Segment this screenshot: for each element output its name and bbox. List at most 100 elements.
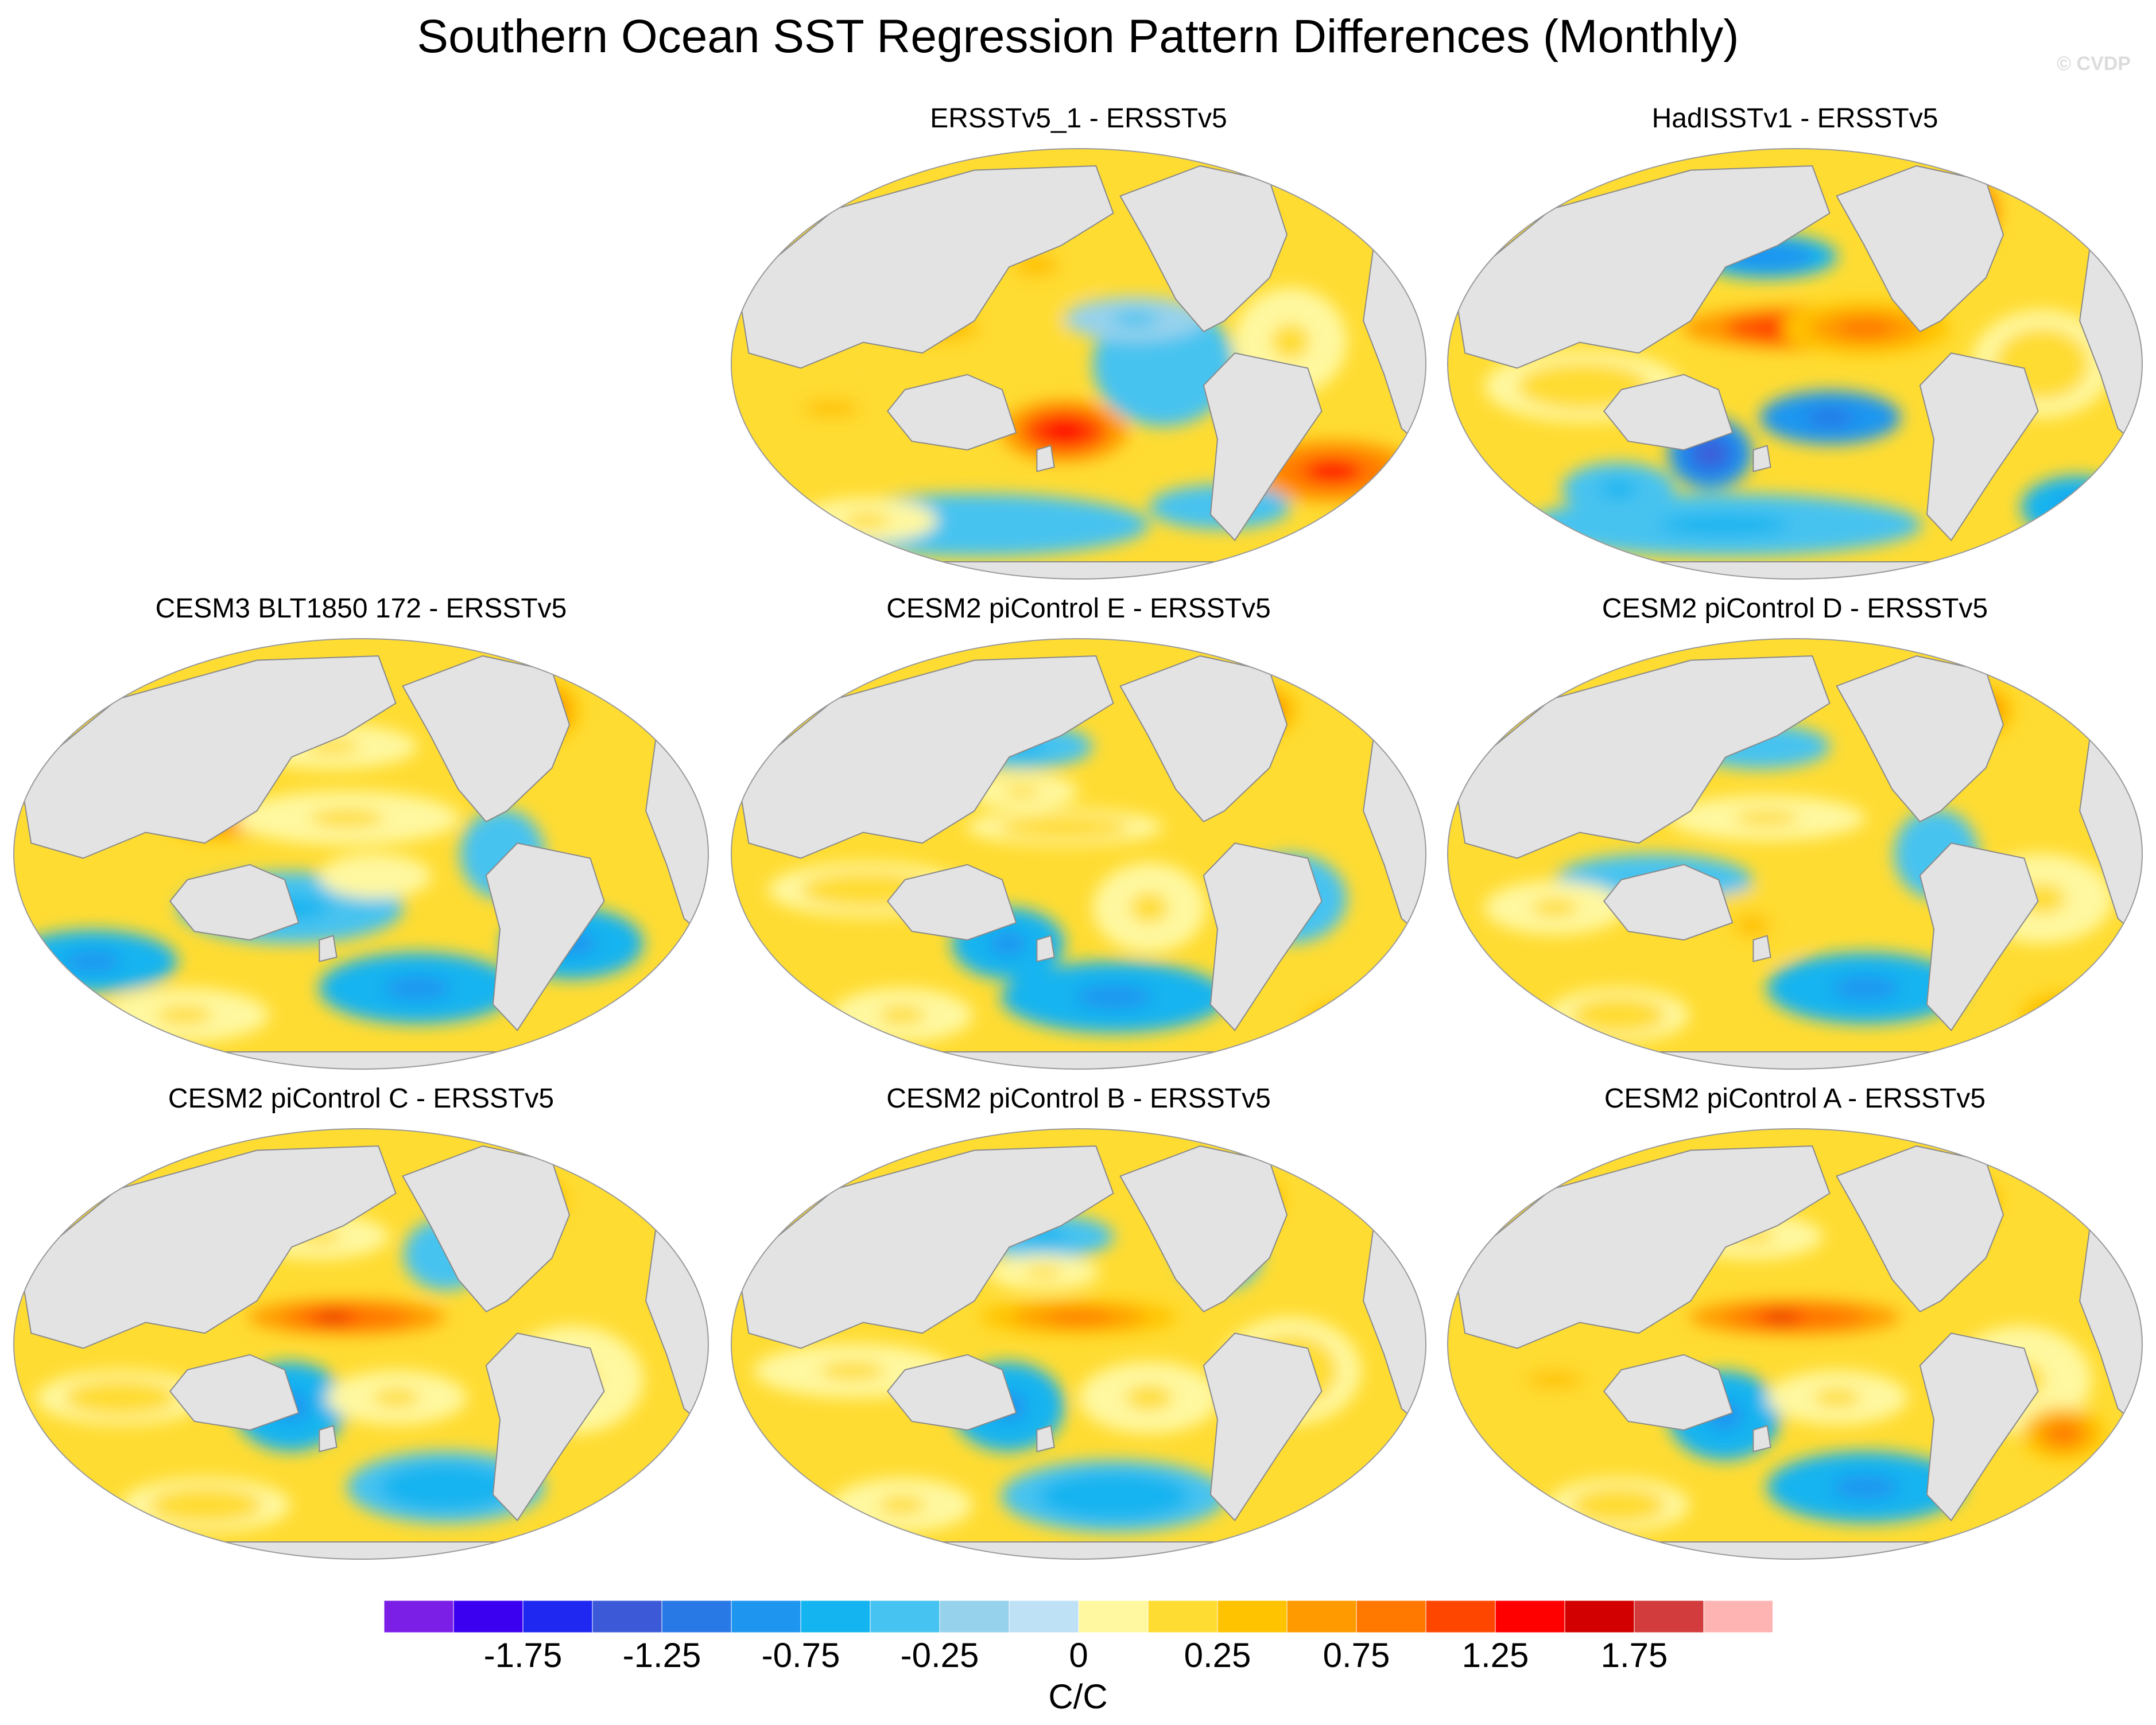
- panel-title: HadISSTv1 - ERSSTv5: [1651, 103, 1938, 134]
- anomaly-region: [1111, 312, 1159, 327]
- map-panel-4: CESM2 piControl E - ERSSTv5: [726, 592, 1432, 1080]
- anomaly-region: [1766, 1313, 1795, 1321]
- land-mass: [1448, 561, 2142, 579]
- map-plot: [1447, 1128, 2143, 1560]
- land-mass: [1603, 864, 1734, 941]
- land-mass: [1919, 842, 2039, 1032]
- land-mass: [1300, 1136, 1358, 1177]
- anomaly-region: [1734, 810, 1800, 826]
- colorbar-swatch: [592, 1600, 662, 1633]
- land-mass: [1036, 1425, 1055, 1452]
- land-mass: [169, 864, 300, 941]
- anomaly-region: [1599, 480, 1638, 499]
- map-panel-5: CESM2 piControl D - ERSSTv5: [1442, 592, 2148, 1080]
- panel-title: CESM2 piControl E - ERSSTv5: [886, 593, 1271, 624]
- anomaly-region: [1332, 1016, 1361, 1032]
- map-panel-2: HadISSTv1 - ERSSTv5: [1442, 102, 2148, 590]
- anomaly-region: [177, 1496, 234, 1514]
- land-mass: [731, 1541, 1426, 1559]
- map-border: [1447, 638, 2143, 1070]
- map-panel-1: ERSSTv5_1 - ERSSTv5: [726, 102, 1432, 590]
- panel-title: CESM2 piControl D - ERSSTv5: [1602, 593, 1988, 624]
- land-mass: [582, 646, 640, 687]
- anomaly-region: [878, 1496, 926, 1514]
- land-mass: [14, 1051, 708, 1069]
- anomaly-region: [1304, 1001, 1390, 1047]
- panel-title: CESM2 piControl A - ERSSTv5: [1604, 1083, 1986, 1114]
- anomaly-region: [1531, 899, 1579, 917]
- colorbar-swatch: [1009, 1600, 1079, 1633]
- map-plot: [13, 638, 709, 1070]
- anomaly-region: [1734, 914, 1771, 938]
- land-mass: [1203, 842, 1323, 1032]
- anomaly-region: [2039, 486, 2115, 528]
- land-mass: [1836, 165, 2004, 333]
- land-mass: [1119, 165, 1288, 333]
- anomaly-region: [2049, 1424, 2077, 1443]
- map-panel-7: CESM2 piControl B - ERSSTv5: [726, 1082, 1432, 1570]
- land-mass: [169, 1354, 300, 1431]
- anomaly-region: [2049, 1007, 2077, 1023]
- anomaly-region: [92, 1389, 149, 1407]
- land-mass: [485, 1332, 605, 1522]
- land-mass: [1603, 374, 1734, 451]
- panel-title: CESM2 piControl C - ERSSTv5: [168, 1083, 554, 1114]
- land-mass: [1454, 165, 1831, 369]
- map-border: [731, 638, 1426, 1070]
- land-mass: [1454, 1145, 1831, 1349]
- colorbar-swatch: [1217, 1600, 1288, 1633]
- anomaly-region: [914, 514, 1032, 535]
- anomaly-region: [1003, 785, 1041, 798]
- land-mass: [1300, 156, 1358, 197]
- map-plot: [1447, 638, 2143, 1070]
- map-panel-8: CESM2 piControl A - ERSSTv5: [1442, 1082, 2148, 1570]
- anomaly-region: [1024, 1266, 1063, 1279]
- map-plot: [1447, 148, 2143, 580]
- land-mass: [1603, 1354, 1734, 1431]
- land-mass: [582, 1136, 640, 1177]
- colorbar-swatch: [383, 1600, 454, 1633]
- anomaly-region: [820, 1362, 886, 1380]
- land-mass: [1036, 935, 1055, 962]
- land-mass: [20, 655, 397, 859]
- land-mass: [1203, 1332, 1323, 1522]
- panel-title: CESM2 piControl B - ERSSTv5: [886, 1083, 1271, 1114]
- colorbar-swatch: [522, 1600, 593, 1633]
- land-mass: [485, 842, 605, 1032]
- anomaly-region: [1696, 441, 1724, 465]
- anomaly-region: [833, 880, 900, 899]
- land-mass: [738, 1145, 1114, 1349]
- colorbar-swatch: [1564, 1600, 1635, 1633]
- colorbar-tick-label: -0.25: [900, 1636, 979, 1675]
- land-mass: [1752, 935, 1771, 962]
- land-mass: [886, 1354, 1017, 1431]
- land-mass: [1836, 655, 2004, 823]
- land-mass: [1919, 1332, 2039, 1522]
- land-mass: [402, 1145, 571, 1313]
- panel-title: CESM3 BLT1850 172 - ERSSTv5: [155, 593, 567, 624]
- map-border: [13, 1128, 709, 1560]
- anomaly-region: [1076, 985, 1152, 1009]
- land-mass: [1752, 1425, 1771, 1452]
- land-mass: [738, 165, 1114, 369]
- land-mass: [731, 561, 1426, 579]
- anomaly-region: [413, 1475, 479, 1499]
- anomaly-region: [1550, 374, 1616, 398]
- anomaly-region: [1130, 892, 1168, 923]
- anomaly-region: [1832, 976, 1899, 1000]
- land-mass: [1119, 655, 1288, 823]
- anomaly-region: [1526, 1370, 1583, 1389]
- land-mass: [1119, 1145, 1288, 1313]
- land-mass: [886, 374, 1017, 451]
- colorbar-swatch: [939, 1600, 1010, 1633]
- colorbar-swatch: [1495, 1600, 1565, 1633]
- anomaly-region: [1076, 1484, 1152, 1508]
- land-mass: [1448, 1051, 2142, 1069]
- map-border: [1447, 148, 2143, 580]
- colorbar-swatch: [453, 1600, 524, 1633]
- anomaly-region: [878, 1006, 926, 1024]
- colorbar-swatch: [1286, 1600, 1357, 1633]
- land-mass: [319, 935, 338, 962]
- anomaly-region: [2018, 345, 2066, 382]
- land-mass: [2016, 156, 2074, 197]
